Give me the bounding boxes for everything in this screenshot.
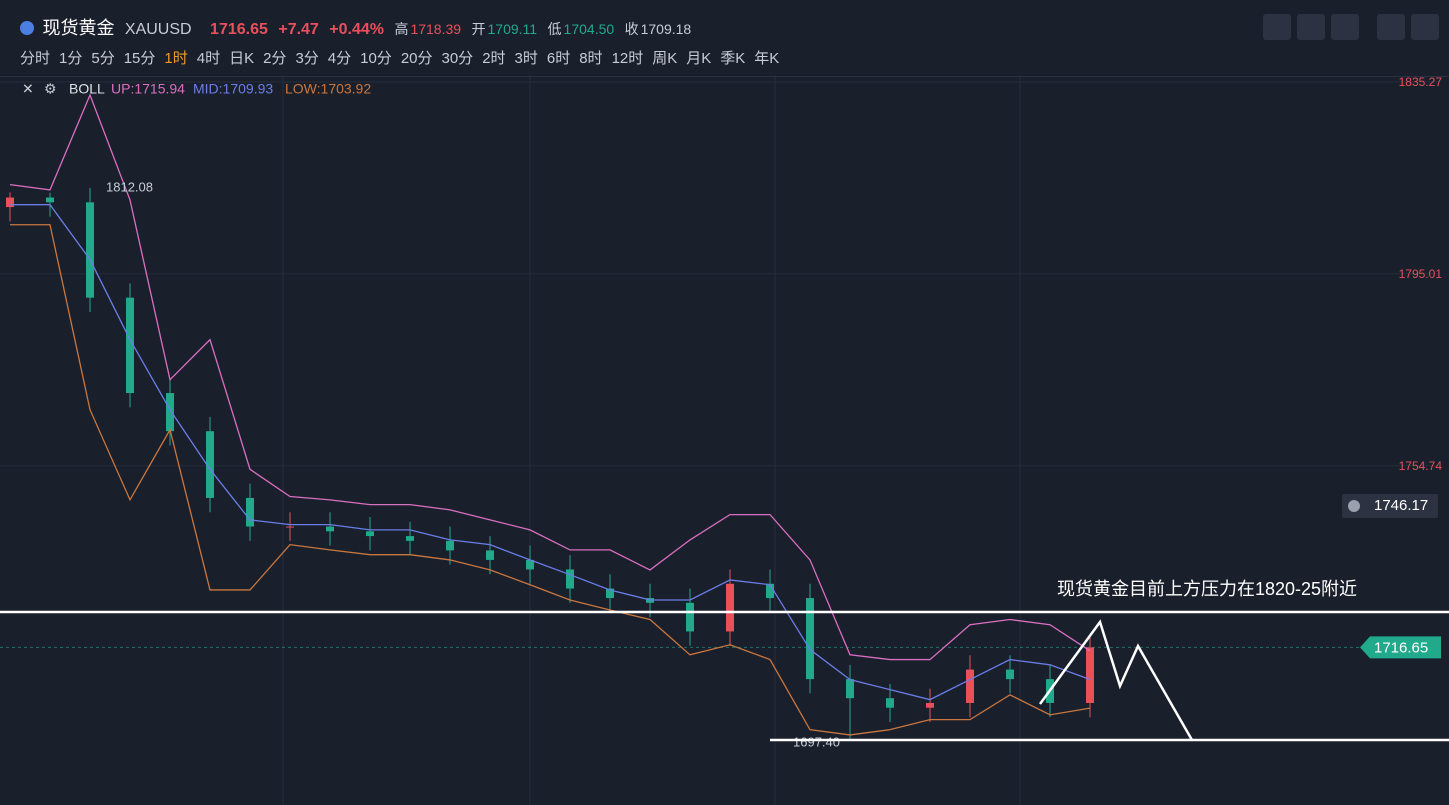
alert-tag[interactable] [1342, 494, 1438, 518]
candle-body [286, 526, 294, 528]
close-label: 收 [624, 21, 639, 37]
candle-body [86, 202, 94, 298]
candle-body [526, 559, 534, 570]
candle-body [686, 602, 694, 632]
timeframe[interactable]: 4时 [196, 50, 221, 67]
timeframe[interactable]: 1分 [59, 50, 83, 67]
close-button[interactable] [1411, 14, 1439, 40]
bell-icon [1348, 500, 1360, 512]
forecast-path [1038, 619, 1194, 741]
change-pct: +0.44% [329, 21, 384, 38]
timeframe[interactable]: 日K [229, 50, 255, 67]
indicator-name: BOLL [69, 81, 105, 97]
high: 1718.39 [410, 21, 462, 37]
candle-body [566, 569, 574, 589]
timeframe[interactable]: 4分 [327, 50, 352, 67]
toolbar: 现货黄金 XAUUSD 1716.65 +7.47 +0.44% 高 1718.3… [0, 0, 1449, 77]
name: 现货黄金 [42, 18, 115, 38]
candle-body [846, 679, 854, 699]
candle-body [206, 431, 214, 498]
candle-body [726, 583, 734, 632]
timeframe[interactable]: 20分 [400, 50, 433, 67]
change: +7.47 [278, 21, 319, 38]
candle-body [766, 583, 774, 599]
candle-body [326, 526, 334, 532]
timeframe[interactable]: 月K [686, 50, 712, 67]
timeframes: 分时 1分 5分 15分 1时 4时 日K 2分 3分 4分 10分 20分 30分 2时 3时 6时 8时 12… [20, 47, 788, 68]
indicator-close[interactable]: ✕ [22, 81, 34, 97]
close: 1709.18 [640, 21, 692, 37]
indicator-low: LOW:1703.92 [285, 81, 371, 97]
annotation: 现货黄金目前上方压力在1820-25附近 [1057, 579, 1357, 599]
timeframe[interactable]: 周K [652, 50, 678, 67]
candle-body [1006, 669, 1014, 680]
timeframe[interactable]: 2分 [263, 50, 287, 67]
timeframe[interactable]: 3时 [514, 50, 538, 67]
indicator-up: UP:1715.94 [111, 81, 185, 97]
logo [20, 21, 34, 35]
indicator-mid: MID:1709.93 [193, 81, 273, 97]
candle-body [966, 669, 974, 703]
tool-button[interactable] [1297, 14, 1325, 40]
timeframe[interactable]: 分时 [20, 50, 51, 67]
candle-body [46, 197, 54, 203]
candle-body [6, 197, 14, 208]
indicator-settings[interactable]: ⚙ [44, 81, 57, 97]
candle-body [366, 531, 374, 537]
candle-body [246, 497, 254, 527]
candle-body [446, 540, 454, 551]
alert-price: 1746.17 [1374, 497, 1428, 514]
max-label: 1812.08 [106, 179, 153, 194]
timeframe[interactable]: 5分 [91, 50, 115, 67]
timeframe[interactable]: 15分 [123, 50, 156, 67]
candle-body [1086, 647, 1094, 703]
open: 1709.11 [487, 21, 538, 37]
timeframe[interactable]: 2时 [482, 50, 506, 67]
candle-body [926, 702, 934, 708]
candle-body [486, 550, 494, 560]
candle-body [806, 598, 814, 680]
y-tick-label: 1795.01 [1399, 267, 1443, 281]
open-label: 开 [471, 21, 486, 37]
candle-body [886, 698, 894, 708]
boll-line [10, 204, 1091, 701]
candle-body [406, 536, 414, 541]
timeframe[interactable]: 3分 [295, 50, 319, 67]
timeframe[interactable]: 8时 [579, 50, 603, 67]
timeframe[interactable]: 12时 [611, 50, 644, 67]
quote-bar: 现货黄金 XAUUSD 1716.65 +7.47 +0.44% 高 1718.3… [20, 14, 697, 40]
y-tick-label: 1754.74 [1399, 459, 1443, 473]
y-tick-label: 1835.27 [1399, 75, 1443, 89]
low-label: 低 [547, 21, 562, 37]
tool-button[interactable] [1331, 14, 1359, 40]
timeframe[interactable]: 季K [720, 50, 746, 67]
min-label: 1697.40 [793, 735, 840, 750]
low: 1704.50 [563, 21, 615, 37]
timeframe[interactable]: 30分 [441, 50, 474, 67]
high-label: 高 [394, 21, 409, 37]
price-tag-label: 1716.65 [1374, 639, 1428, 656]
candle-body [166, 393, 174, 432]
symbol[interactable]: XAUUSD [124, 21, 192, 38]
candle-body [606, 588, 614, 599]
boll-line [9, 93, 1091, 661]
timeframe[interactable]: 10分 [360, 50, 392, 67]
tool-button[interactable] [1377, 14, 1405, 40]
timeframe[interactable]: 1时 [164, 50, 188, 67]
boll-line [10, 224, 1091, 736]
timeframe[interactable]: 6时 [546, 50, 571, 67]
price: 1716.65 [210, 21, 268, 38]
tools [1257, 14, 1439, 45]
timeframe[interactable]: 年K [754, 50, 780, 67]
candle-body [126, 297, 134, 394]
price-tag [1360, 636, 1441, 659]
tool-button[interactable] [1263, 14, 1291, 40]
